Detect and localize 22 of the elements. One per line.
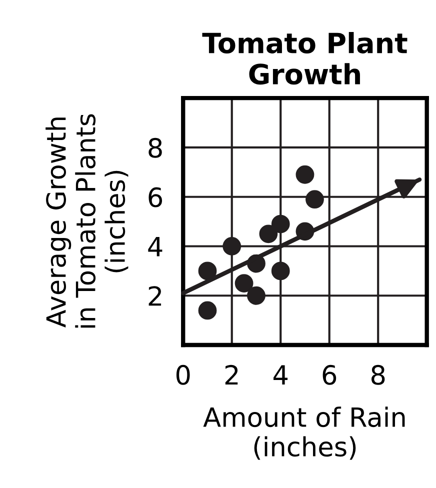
point — [271, 214, 290, 234]
chart-title: Tomato Plant Growth — [202, 32, 408, 85]
y-tick-label: 6 — [148, 187, 162, 208]
point — [222, 237, 242, 256]
point — [259, 224, 278, 244]
y-tick-label: 4 — [148, 237, 162, 256]
point — [296, 165, 314, 184]
x-tick-label: 8 — [371, 364, 385, 385]
point — [271, 262, 290, 280]
point — [247, 286, 266, 305]
x-axis-title: Amount of Rain (inches) — [203, 406, 405, 460]
y-axis-title: Average Growth in Tomato Plants (inches) — [46, 114, 128, 328]
x-tick-label: 4 — [274, 365, 288, 385]
y-tick-label: 8 — [148, 138, 162, 158]
x-tick-label: 2 — [225, 364, 238, 385]
point — [198, 301, 217, 320]
point — [306, 190, 324, 209]
point — [198, 262, 217, 280]
x-tick-label: 6 — [322, 364, 336, 385]
y-tick-label: 2 — [148, 286, 162, 306]
x-tick-label: 0 — [176, 364, 190, 385]
point — [234, 274, 254, 292]
